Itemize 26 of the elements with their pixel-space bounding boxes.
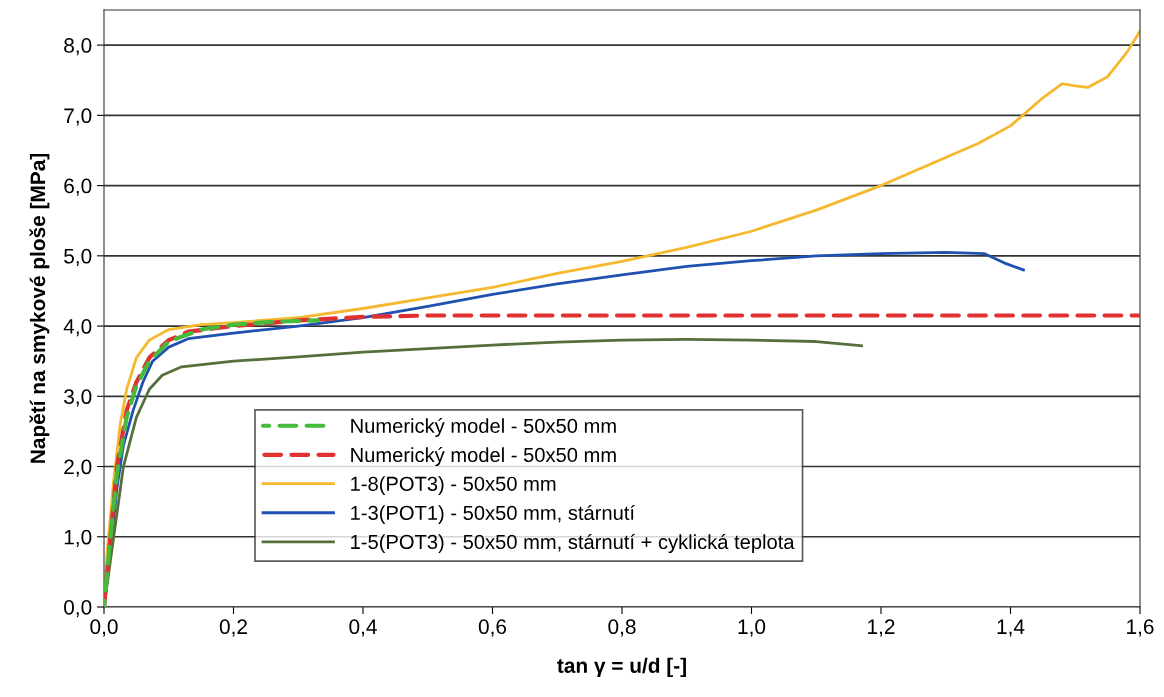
y-tick-label: 4,0 [63, 319, 92, 337]
x-tick-label: 0,6 [478, 619, 507, 637]
x-axis-title: tan γ = u/d [-] [557, 657, 686, 678]
x-tick-label: 0,0 [90, 619, 118, 637]
legend-label: 1-8(POT3) - 50x50 mm [351, 476, 556, 495]
x-tick-label: 0,8 [608, 619, 636, 637]
y-tick-label: 8,0 [64, 38, 92, 56]
x-tick-label: 1,6 [1127, 619, 1154, 637]
y-tick-label: 3,0 [64, 389, 92, 407]
line-series [104, 318, 320, 607]
y-tick-label: 5,0 [64, 248, 92, 267]
y-tick-label: 6,0 [64, 178, 92, 196]
legend-label: Numerický model - 50x50 mm [351, 447, 616, 467]
y-tick-label: 0,0 [64, 600, 92, 618]
legend-label: 1-5(POT3) - 50x50 mm, stárnutí + cyklická teplota [351, 534, 795, 554]
legend-label: 1-3(POT1) - 50x50 mm, stárnutí [351, 504, 635, 524]
y-tick-label: 7,0 [64, 108, 92, 126]
legend-label: Numerický model - 50x50 mm [351, 417, 616, 437]
x-tick-label: 1,2 [868, 619, 895, 637]
y-tick-label: 1,0 [64, 529, 92, 547]
y-axis-title: Napětí na smykové ploše [MPa] [29, 153, 50, 463]
y-tick-label: 2,0 [64, 459, 92, 477]
x-tick-label: 0,4 [349, 619, 377, 637]
x-tick-label: 0,2 [219, 619, 247, 637]
x-tick-label: 1,0 [738, 619, 766, 637]
x-tick-label: 1,4 [997, 619, 1025, 637]
